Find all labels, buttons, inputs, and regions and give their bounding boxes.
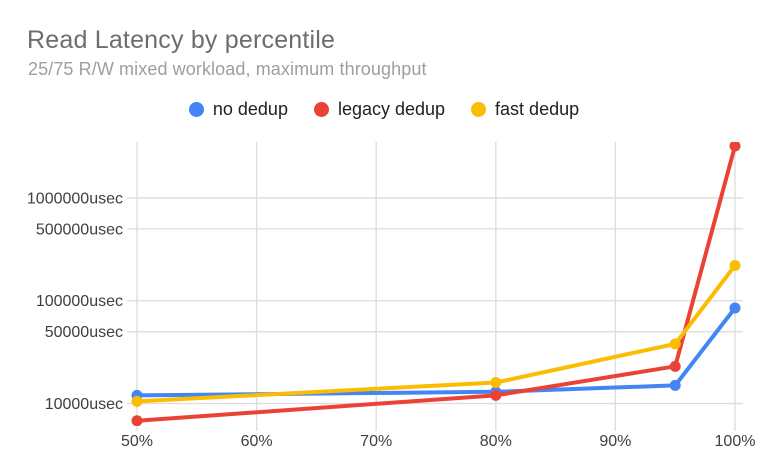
legend-dot-icon bbox=[188, 102, 204, 117]
legend-item-legacy-dedup: legacy dedup bbox=[313, 99, 446, 120]
legend-dot-icon bbox=[471, 102, 487, 117]
legend-label-fast-dedup: fast dedup bbox=[495, 99, 580, 119]
legend-label-no-dedup: no dedup bbox=[212, 99, 288, 119]
data-point-fast-dedup-80 bbox=[490, 377, 502, 389]
data-point-fast-dedup-50 bbox=[131, 395, 143, 407]
legend-item-fast-dedup: fast dedup bbox=[471, 99, 579, 120]
data-point-no-dedup-95 bbox=[669, 379, 681, 391]
x-tick-label-70: 70% bbox=[360, 433, 392, 450]
x-tick-label-50: 50% bbox=[121, 433, 153, 450]
series-line-fast-dedup bbox=[135, 263, 737, 404]
data-point-legacy-dedup-95 bbox=[669, 360, 681, 372]
legend-item-no-dedup: no dedup bbox=[188, 99, 288, 120]
data-point-legacy-dedup-50 bbox=[131, 415, 143, 426]
y-tick-label-10000: 10000usec bbox=[45, 396, 123, 413]
data-point-fast-dedup-95 bbox=[669, 338, 681, 350]
x-tick-label-90: 90% bbox=[599, 433, 631, 450]
x-tick-label-80: 80% bbox=[480, 433, 512, 450]
chart-title: Read Latency by percentile bbox=[27, 26, 336, 54]
chart-subtitle: 25/75 R/W mixed workload, maximum throug… bbox=[28, 59, 427, 79]
x-tick-label-60: 60% bbox=[241, 433, 273, 450]
y-tick-label-1000000: 1000000usec bbox=[27, 190, 123, 207]
data-point-legacy-dedup-80 bbox=[490, 389, 502, 401]
series-line-legacy-dedup bbox=[135, 144, 737, 423]
series-legacy-dedup bbox=[131, 142, 741, 426]
data-point-legacy-dedup-100 bbox=[729, 142, 741, 152]
x-tick-label-100: 100% bbox=[715, 433, 756, 450]
data-point-no-dedup-100 bbox=[729, 302, 741, 314]
y-tick-label-50000: 50000usec bbox=[45, 324, 123, 341]
chart-legend: no dedup legacy dedup fast dedup bbox=[0, 99, 768, 120]
legend-label-legacy-dedup: legacy dedup bbox=[337, 99, 446, 119]
legend-dot-icon bbox=[313, 102, 329, 117]
data-point-fast-dedup-100 bbox=[729, 260, 741, 272]
y-tick-label-500000: 500000usec bbox=[36, 221, 123, 238]
y-tick-label-100000: 100000usec bbox=[36, 293, 123, 310]
series-fast-dedup bbox=[131, 260, 741, 407]
